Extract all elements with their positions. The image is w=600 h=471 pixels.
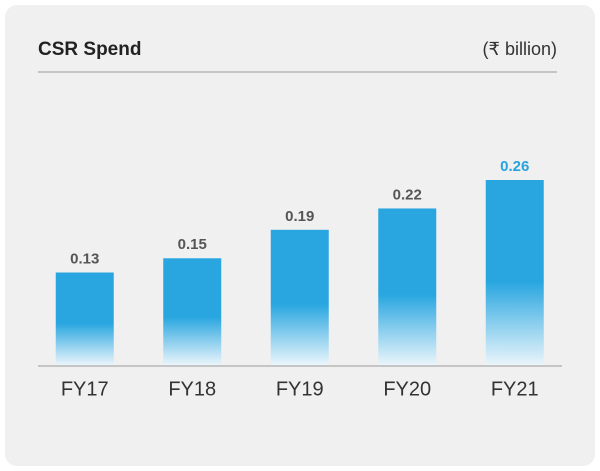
chart-subtitle: (₹ billion) — [483, 39, 557, 59]
value-label: 0.15 — [178, 236, 207, 253]
x-tick-label: FY20 — [383, 378, 431, 400]
x-tick-label: FY21 — [491, 378, 539, 400]
bar — [378, 208, 437, 365]
chart-title: CSR Spend — [38, 39, 141, 60]
value-label: 0.22 — [393, 186, 422, 203]
value-label: 0.13 — [70, 250, 99, 267]
bar — [270, 229, 329, 365]
x-tick-label: FY19 — [276, 378, 324, 400]
bar — [55, 272, 114, 365]
x-tick-label: FY17 — [61, 378, 109, 400]
value-label: 0.19 — [285, 208, 314, 225]
value-label: 0.26 — [500, 158, 529, 175]
bar — [163, 258, 222, 365]
bar — [485, 180, 544, 365]
x-tick-label: FY18 — [168, 378, 216, 400]
